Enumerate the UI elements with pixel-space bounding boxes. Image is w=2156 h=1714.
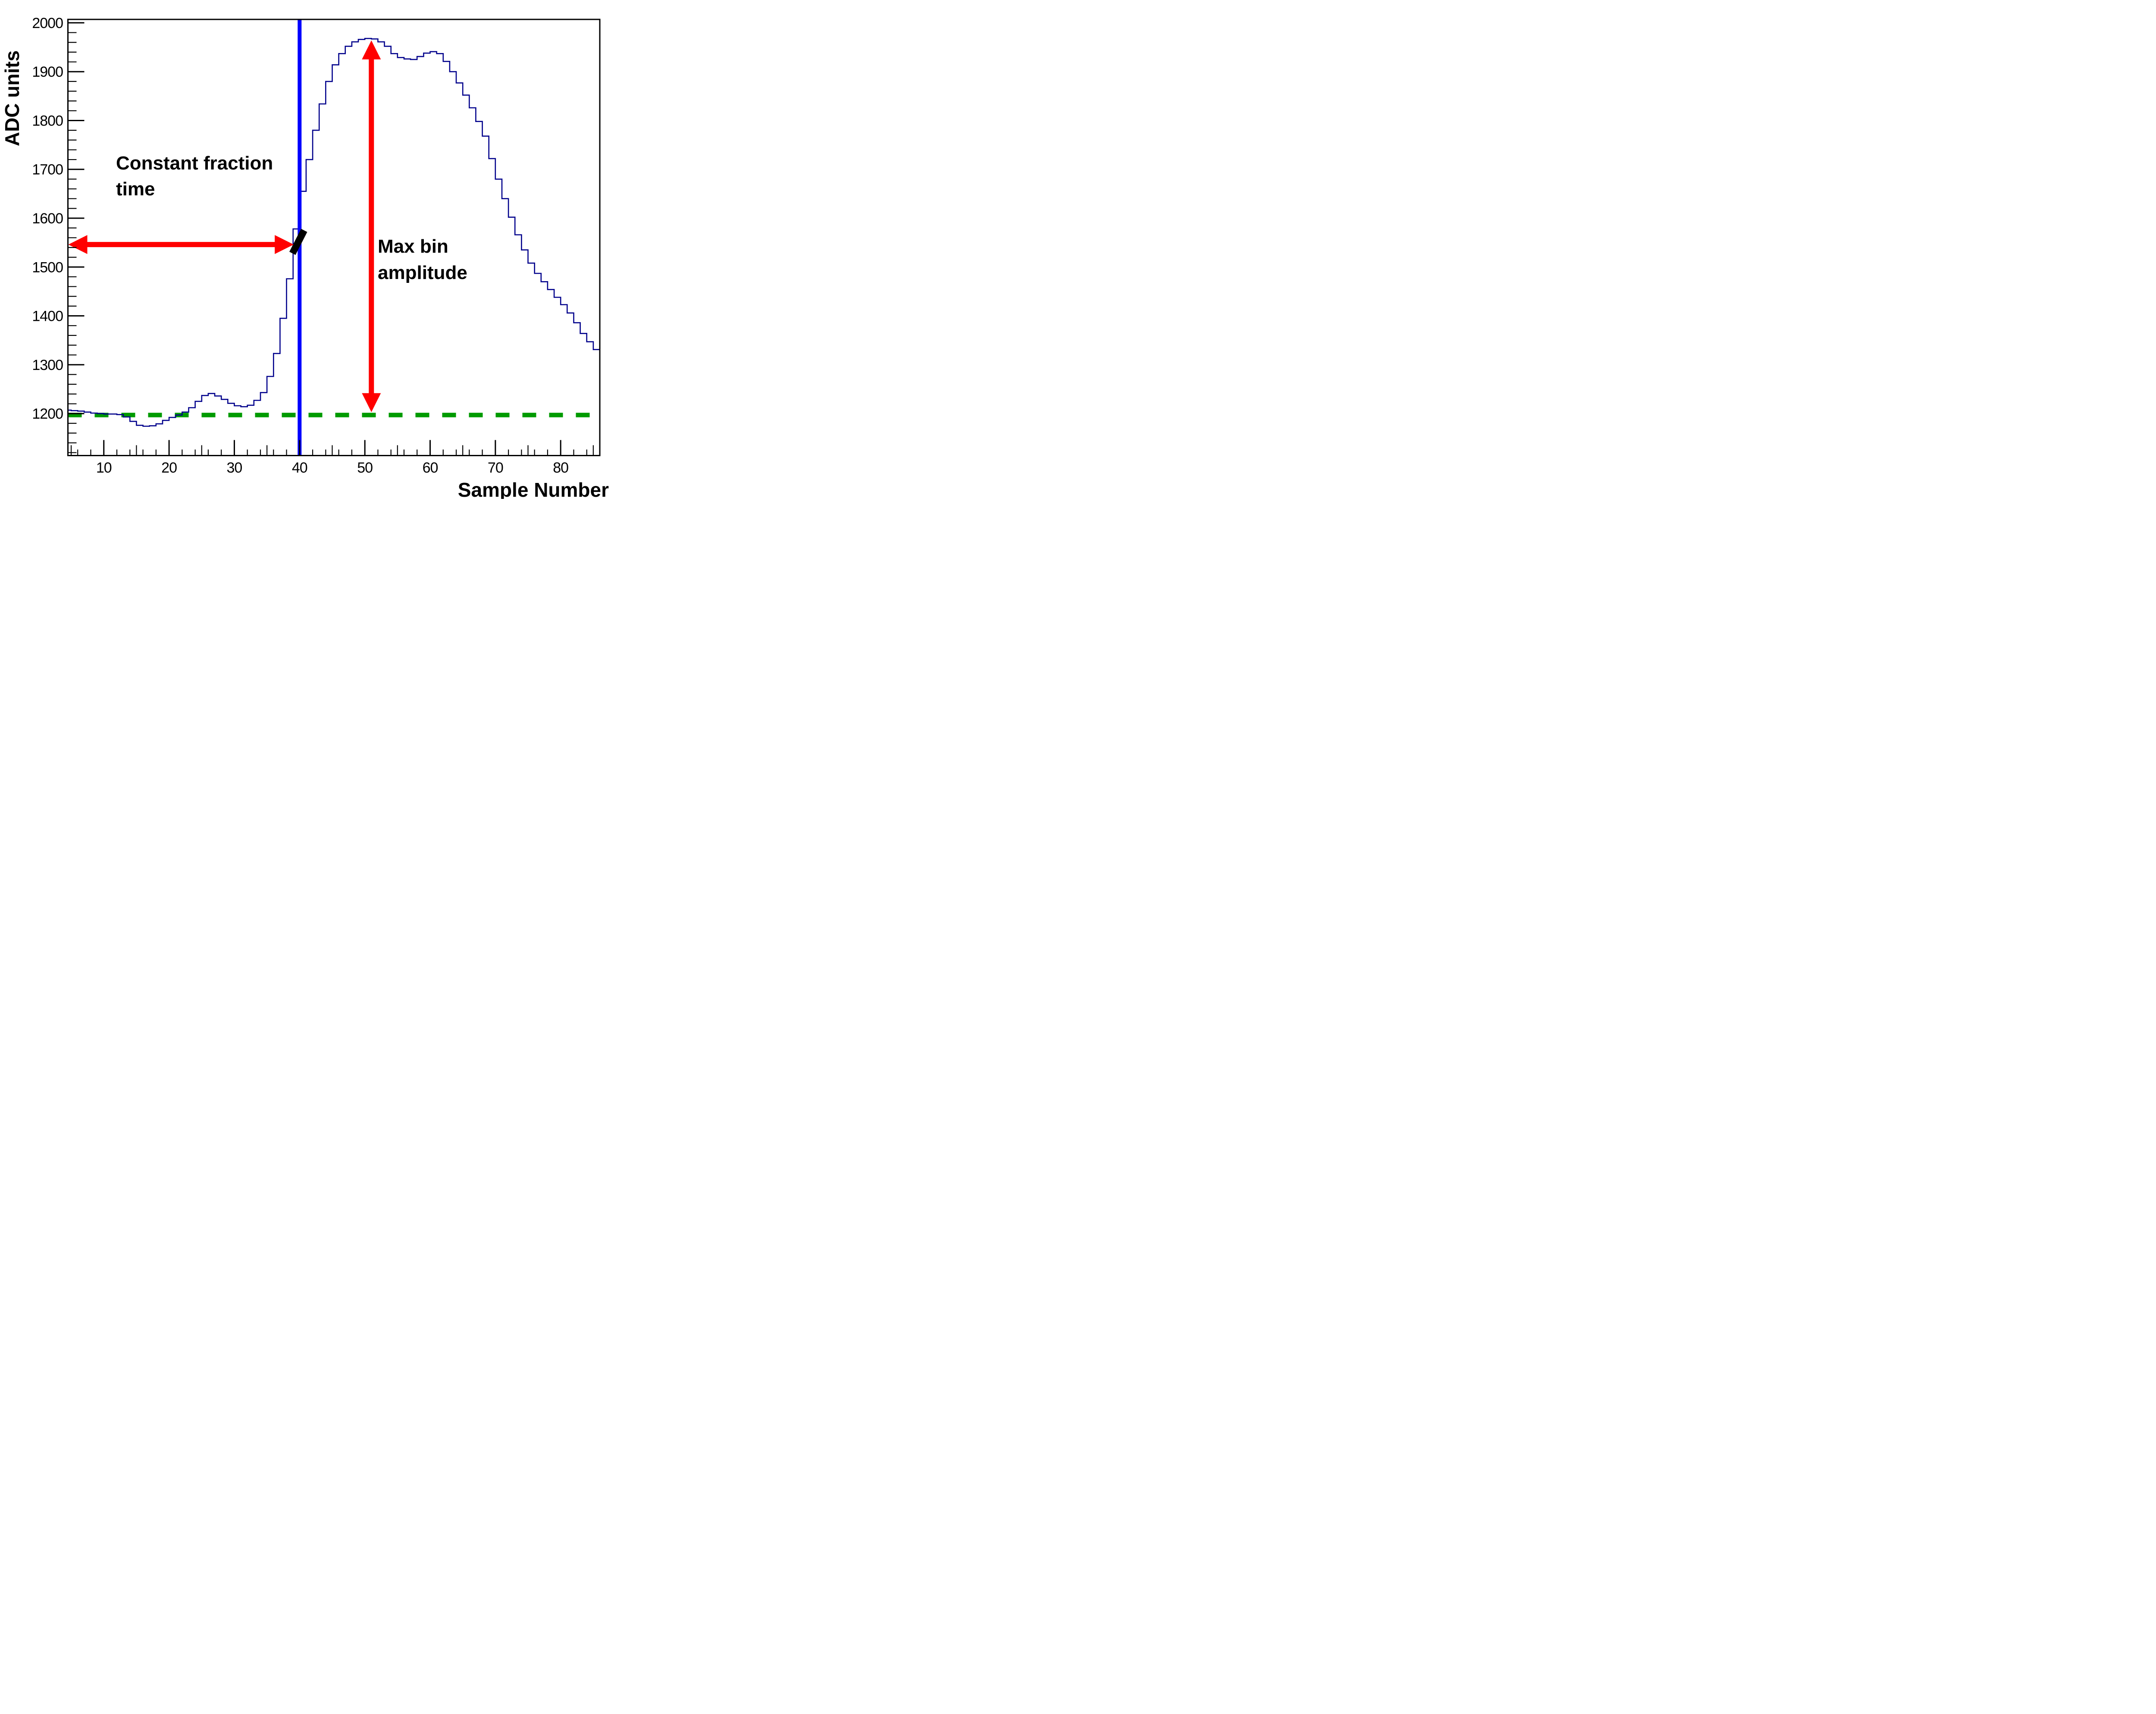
x-tick-label-60: 60 bbox=[423, 460, 438, 476]
x-axis-title: Sample Number bbox=[458, 479, 609, 499]
axis-tick-labels: 1200 1300 1400 1500 1600 1700 1800 1900 2000 10 20… bbox=[32, 15, 569, 476]
cf-time-label-line1: Constant fraction bbox=[116, 153, 273, 174]
max-amplitude-label-line2: amplitude bbox=[378, 262, 467, 283]
y-tick-label-1200: 1200 bbox=[32, 406, 63, 422]
plot-svg: 1200 1300 1400 1500 1600 1700 1800 1900 2000 10 20… bbox=[1, 15, 609, 499]
x-tick-label-40: 40 bbox=[292, 460, 307, 476]
y-tick-label-1500: 1500 bbox=[32, 259, 63, 276]
x-tick-label-20: 20 bbox=[161, 460, 177, 476]
y-tick-label-2000: 2000 bbox=[32, 15, 63, 31]
y-tick-label-1700: 1700 bbox=[32, 162, 63, 178]
x-tick-label-70: 70 bbox=[488, 460, 503, 476]
y-tick-label-1800: 1800 bbox=[32, 113, 63, 129]
y-tick-label-1600: 1600 bbox=[32, 210, 63, 227]
axis-ticks bbox=[68, 22, 594, 456]
x-tick-label-80: 80 bbox=[553, 460, 568, 476]
y-tick-label-1300: 1300 bbox=[32, 357, 63, 373]
cf-time-label-line2: time bbox=[116, 179, 155, 200]
y-tick-label-1400: 1400 bbox=[32, 308, 63, 325]
y-axis-title: ADC units bbox=[1, 50, 23, 146]
y-tick-label-1900: 1900 bbox=[32, 64, 63, 80]
x-tick-label-50: 50 bbox=[357, 460, 373, 476]
waveform-figure: 1200 1300 1400 1500 1600 1700 1800 1900 2000 10 20… bbox=[0, 0, 666, 499]
plot-frame bbox=[67, 19, 601, 456]
x-tick-label-10: 10 bbox=[96, 460, 112, 476]
max-amplitude-label-line1: Max bin bbox=[378, 236, 448, 257]
x-tick-label-30: 30 bbox=[227, 460, 242, 476]
waveform-histogram bbox=[68, 38, 600, 427]
cf-crossing-mark bbox=[289, 229, 307, 255]
measurement-arrows bbox=[68, 40, 381, 412]
